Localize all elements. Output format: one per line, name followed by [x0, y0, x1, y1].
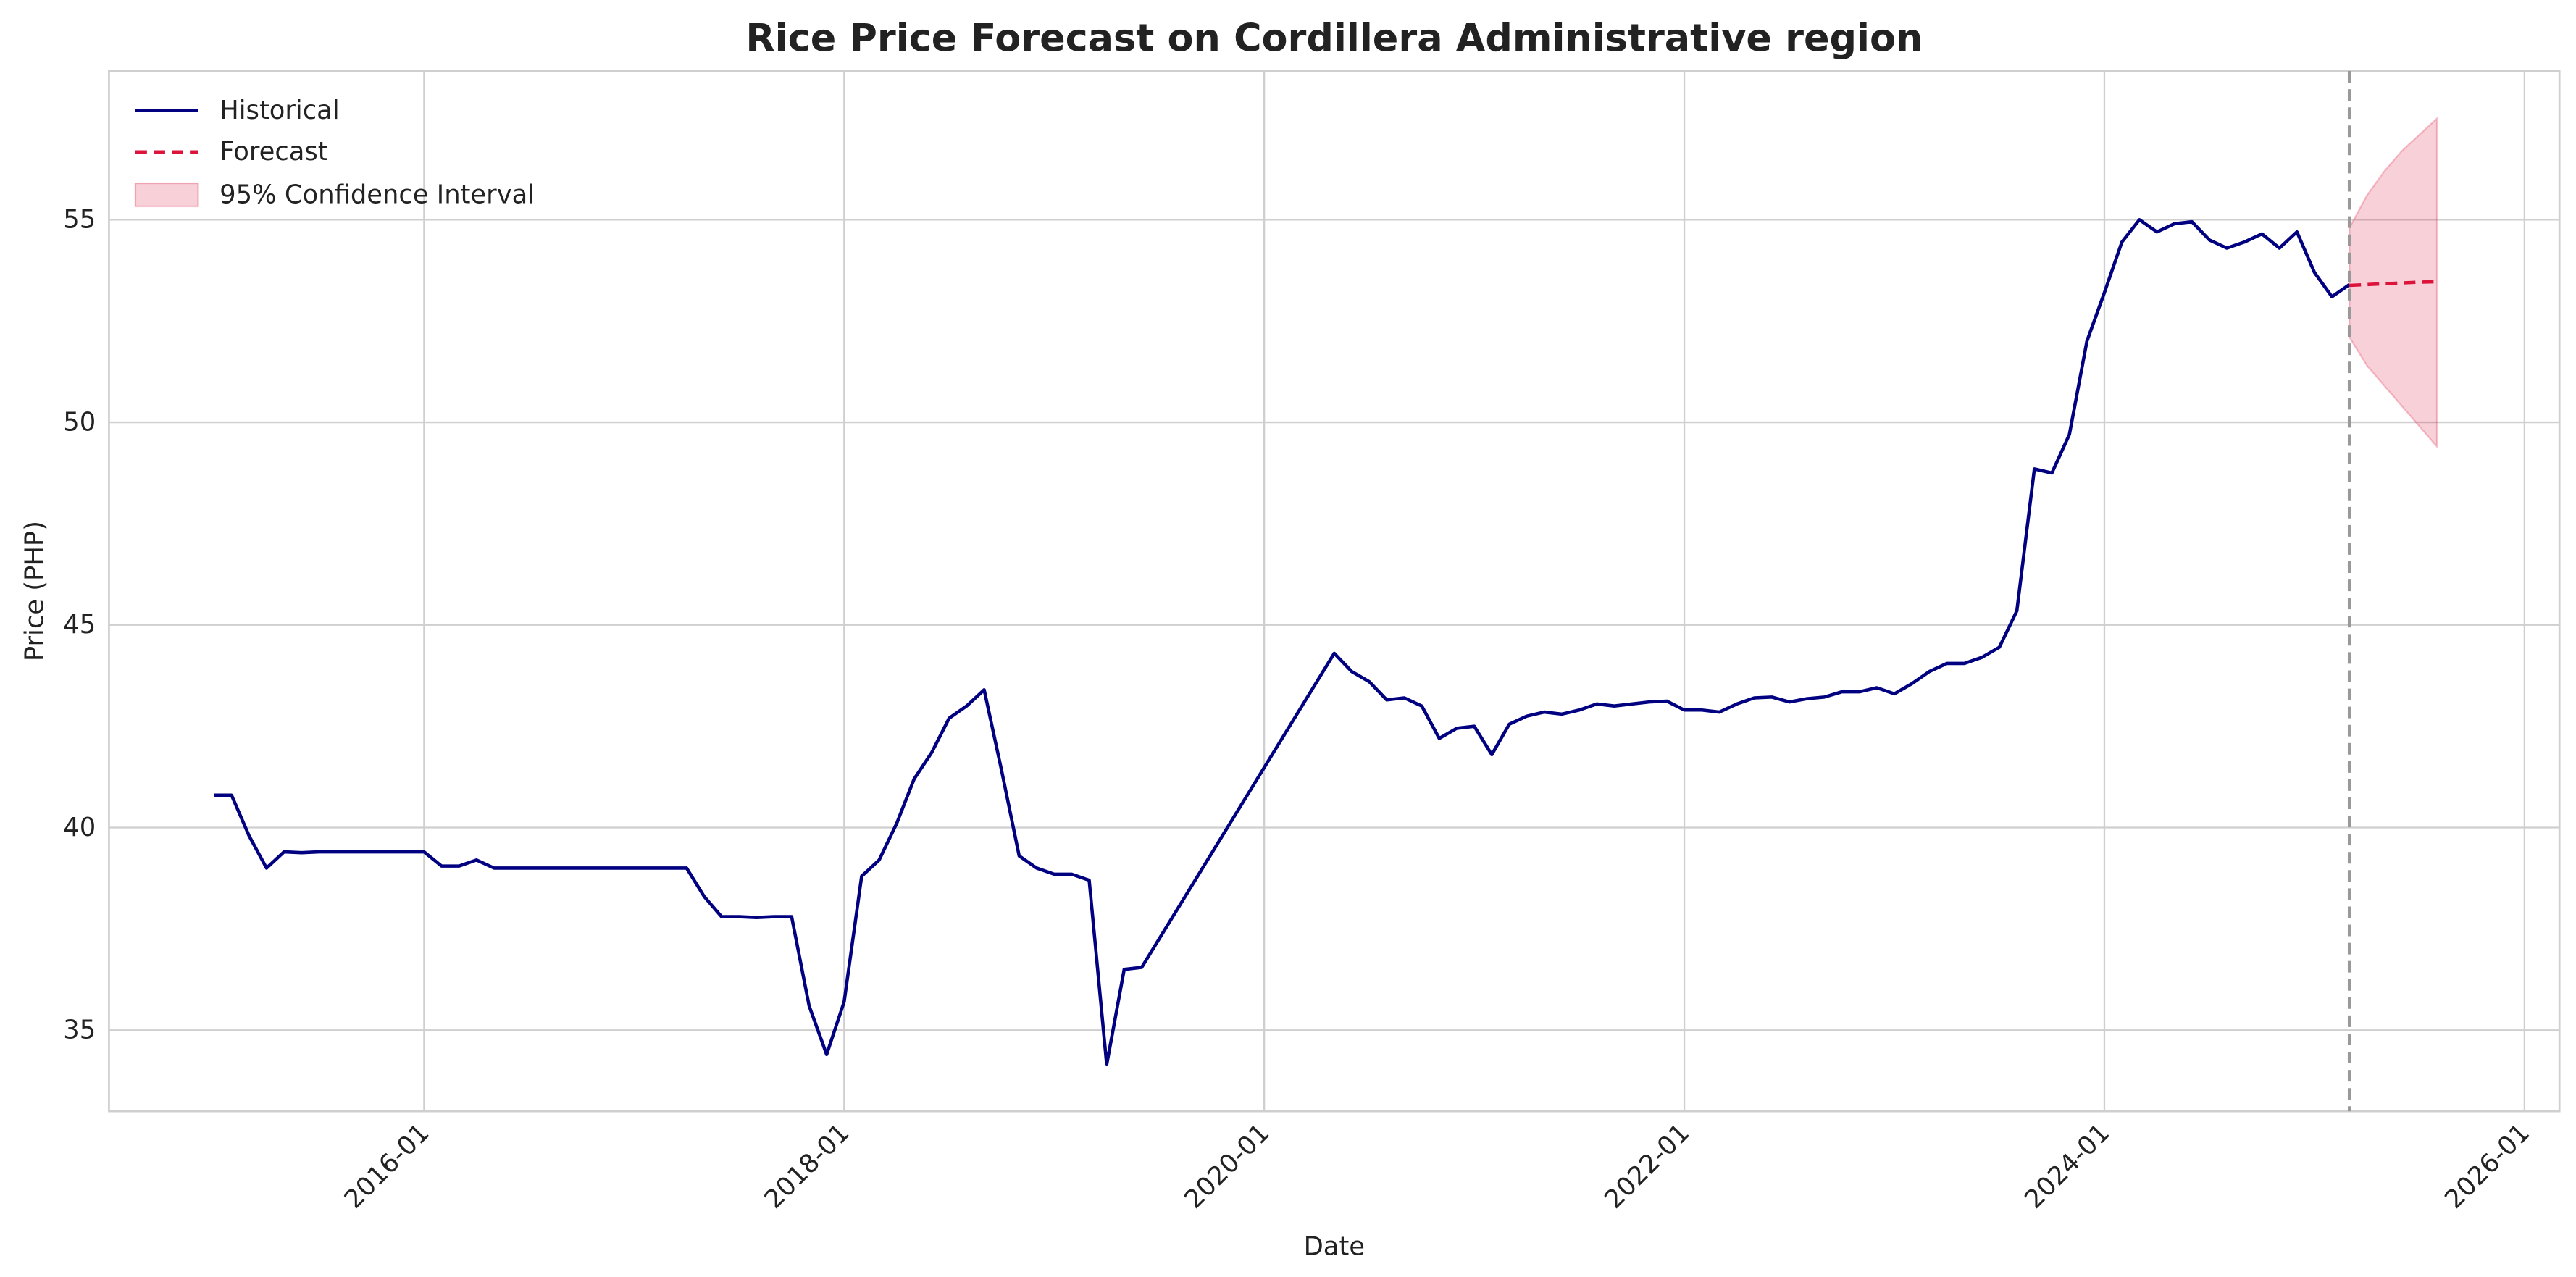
- y-tick-label: 35: [63, 1016, 96, 1045]
- y-tick-label: 55: [63, 205, 96, 235]
- legend-label: Forecast: [219, 137, 328, 167]
- legend-label: Historical: [219, 96, 339, 125]
- legend-label: 95% Confidence Interval: [219, 180, 535, 209]
- series-line: [2349, 280, 2438, 288]
- y-tick-label: 40: [63, 813, 96, 842]
- plot-frame: [108, 70, 2561, 1113]
- y-axis-label: Price (PHP): [20, 521, 49, 661]
- chart-title: Rice Price Forecast on Cordillera Admini…: [745, 17, 1923, 61]
- y-tick-label: 45: [63, 610, 96, 640]
- y-tick-label: 50: [63, 407, 96, 437]
- series-line: [214, 218, 2351, 1067]
- legend-swatch: [134, 182, 199, 208]
- x-axis-label: Date: [1304, 1231, 1365, 1261]
